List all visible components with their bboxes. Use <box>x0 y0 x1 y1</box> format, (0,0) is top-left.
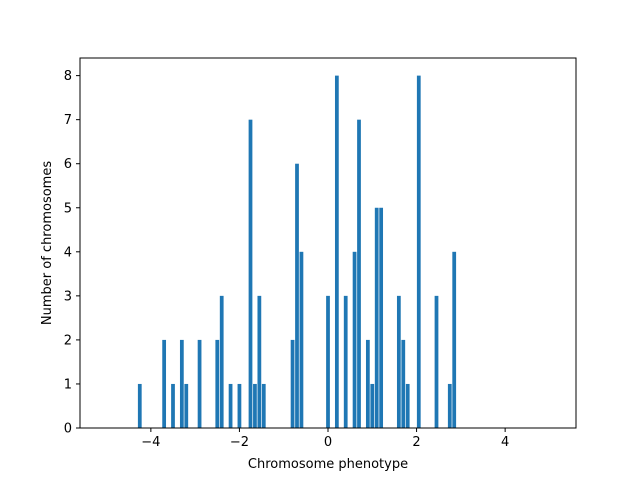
y-tick-label: 2 <box>64 333 72 348</box>
bar <box>405 383 410 428</box>
bar <box>171 383 175 428</box>
bar <box>184 383 189 428</box>
bar <box>253 383 257 428</box>
bar <box>326 295 330 428</box>
bar <box>219 295 224 428</box>
bar <box>452 251 457 428</box>
x-axis-label: Chromosome phenotype <box>248 457 408 472</box>
bar <box>237 383 242 428</box>
bar <box>416 75 421 429</box>
y-tick-label: 3 <box>64 289 72 304</box>
bar <box>334 75 339 429</box>
x-tick-label: 4 <box>501 435 509 450</box>
x-tick-label: 0 <box>324 435 332 450</box>
bar <box>197 339 202 428</box>
bars-group <box>137 75 457 429</box>
y-tick-label: 7 <box>64 113 72 128</box>
y-axis-ticks: 0 1 2 3 4 5 6 7 8 <box>64 69 80 437</box>
bar <box>343 295 348 428</box>
bar <box>434 295 439 428</box>
bar <box>379 207 384 428</box>
x-axis-ticks: −4 −2 0 2 4 <box>141 428 509 450</box>
bar <box>352 251 357 428</box>
y-tick-label: 1 <box>64 377 72 392</box>
bar <box>215 339 220 428</box>
bar <box>401 339 406 428</box>
bar <box>295 163 299 428</box>
y-axis-label: Number of chromosomes <box>40 161 55 325</box>
bar <box>290 339 295 428</box>
bar <box>396 295 401 428</box>
bar <box>261 383 266 428</box>
bar <box>137 383 142 428</box>
bar <box>228 383 233 428</box>
y-tick-label: 5 <box>64 201 72 216</box>
bar <box>162 339 167 428</box>
bar <box>257 295 262 428</box>
bar <box>365 339 370 428</box>
x-tick-label: −2 <box>230 435 249 450</box>
bar <box>447 383 452 428</box>
y-tick-label: 0 <box>64 422 72 437</box>
bar <box>374 207 379 428</box>
bar <box>357 119 361 429</box>
bar <box>370 383 375 428</box>
bar <box>299 251 304 428</box>
bar <box>179 339 184 428</box>
bar <box>248 119 253 429</box>
x-tick-label: 2 <box>412 435 420 450</box>
y-tick-label: 6 <box>64 157 72 172</box>
y-tick-label: 8 <box>64 69 72 84</box>
y-tick-label: 4 <box>64 245 72 260</box>
x-tick-label: −4 <box>141 435 160 450</box>
